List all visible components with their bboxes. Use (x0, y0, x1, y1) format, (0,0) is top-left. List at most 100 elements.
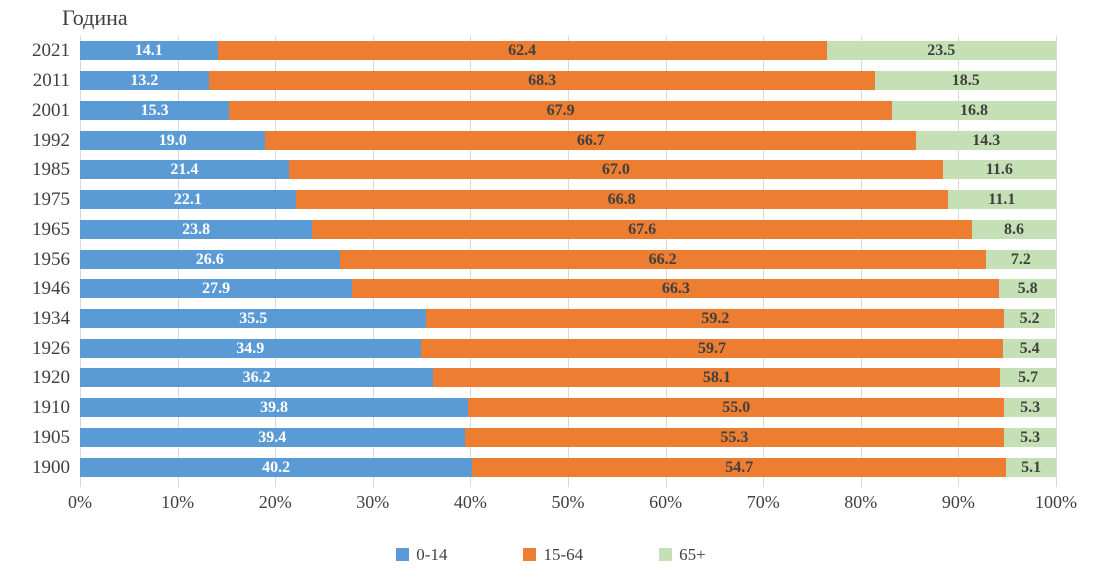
bar-row: 1946 27.9 66.3 5.8 (10, 274, 1056, 304)
bar-value-label: 39.8 (260, 399, 289, 417)
bar-segment-65+: 18.5 (875, 71, 1056, 91)
bar-value-label: 66.8 (607, 191, 636, 209)
bar-value-label: 5.4 (1019, 339, 1040, 357)
bar-segment-0-14: 40.2 (80, 457, 473, 477)
bar-value-label: 66.7 (576, 131, 605, 149)
bar-segment-15-64: 66.8 (295, 190, 948, 210)
bar-value-label: 19.0 (158, 131, 187, 149)
bar-value-label: 14.3 (972, 131, 1001, 149)
x-tick-label: 80% (844, 492, 878, 512)
bar-segment-0-14: 27.9 (80, 279, 353, 299)
x-tick-label: 90% (941, 492, 975, 512)
legend-label: 15-64 (543, 545, 584, 564)
bar-segment-65+: 16.8 (892, 100, 1056, 120)
chart-title: Година (62, 5, 128, 30)
year-label: 2011 (32, 70, 70, 92)
bar-stack: 34.9 59.7 5.4 (80, 338, 1056, 358)
bar-value-label: 5.7 (1018, 369, 1039, 387)
bar-value-label: 15.3 (140, 101, 169, 119)
bar-segment-15-64: 68.3 (208, 71, 876, 91)
bar-value-label: 11.1 (988, 191, 1016, 209)
bar-rows: 2021 14.1 62.4 23.5 2011 13.2 68.3 18.5 2001 15.3… (10, 36, 1056, 482)
bar-stack: 35.5 59.2 5.2 (80, 308, 1056, 328)
bar-segment-65+: 5.3 (1004, 398, 1056, 418)
bar-segment-0-14: 22.1 (80, 190, 296, 210)
bar-segment-0-14: 14.1 (80, 41, 218, 61)
bar-row: 1992 19.0 66.7 14.3 (10, 125, 1056, 155)
bar-row: 1965 23.8 67.6 8.6 (10, 214, 1056, 244)
bar-segment-0-14: 13.2 (80, 71, 209, 91)
bar-segment-15-64: 67.0 (288, 160, 943, 180)
legend-item-65+: 65+ (659, 546, 706, 563)
bar-segment-65+: 5.4 (1003, 338, 1056, 358)
bar-row: 1985 21.4 67.0 11.6 (10, 155, 1056, 185)
bar-value-label: 62.4 (508, 42, 537, 60)
year-label: 1910 (32, 397, 70, 419)
bar-value-label: 5.1 (1021, 458, 1042, 476)
bar-value-label: 26.6 (195, 250, 224, 268)
bar-value-label: 36.2 (242, 369, 271, 387)
bar-segment-15-64: 58.1 (433, 368, 1001, 388)
bar-segment-15-64: 59.7 (420, 338, 1004, 358)
bar-segment-0-14: 36.2 (80, 368, 434, 388)
bar-segment-65+: 11.1 (947, 190, 1056, 210)
bar-segment-0-14: 23.8 (80, 219, 313, 239)
bar-stack: 23.8 67.6 8.6 (80, 219, 1056, 239)
year-label: 1905 (32, 426, 70, 448)
bar-value-label: 5.2 (1019, 309, 1040, 327)
year-label: 1985 (32, 159, 70, 181)
bar-value-label: 54.7 (725, 458, 754, 476)
bar-stack: 22.1 66.8 11.1 (80, 190, 1056, 210)
bar-row: 2001 15.3 67.9 16.8 (10, 95, 1056, 125)
year-label: 1992 (32, 129, 70, 151)
bar-segment-15-64: 67.6 (312, 219, 973, 239)
bar-row: 1956 26.6 66.2 7.2 (10, 244, 1056, 274)
bar-segment-65+: 11.6 (942, 160, 1056, 180)
bar-stack: 26.6 66.2 7.2 (80, 249, 1056, 269)
year-label: 1900 (32, 456, 70, 478)
legend-swatch-icon (523, 548, 537, 561)
bar-stack: 39.8 55.0 5.3 (80, 398, 1056, 418)
bar-segment-15-64: 54.7 (472, 457, 1007, 477)
bar-row: 1920 36.2 58.1 5.7 (10, 363, 1056, 393)
bar-stack: 14.1 62.4 23.5 (80, 41, 1056, 61)
bar-value-label: 66.3 (661, 280, 690, 298)
bar-segment-65+: 7.2 (985, 249, 1056, 269)
bar-value-label: 67.9 (546, 101, 575, 119)
bar-segment-0-14: 39.8 (80, 398, 469, 418)
bar-segment-65+: 5.7 (1000, 368, 1056, 388)
bar-row: 1905 39.4 55.3 5.3 (10, 423, 1056, 453)
bar-segment-0-14: 26.6 (80, 249, 340, 269)
bar-segment-15-64: 67.9 (229, 100, 893, 120)
bar-row: 1926 34.9 59.7 5.4 (10, 333, 1056, 363)
bar-segment-0-14: 21.4 (80, 160, 289, 180)
bar-value-label: 58.1 (702, 369, 731, 387)
x-tick-label: 20% (258, 492, 292, 512)
bar-value-label: 23.8 (182, 220, 211, 238)
bar-value-label: 34.9 (236, 339, 265, 357)
year-label: 1920 (32, 367, 70, 389)
bar-stack: 27.9 66.3 5.8 (80, 279, 1056, 299)
bar-value-label: 55.3 (720, 428, 749, 446)
bar-segment-15-64: 66.7 (265, 130, 917, 150)
bar-value-label: 22.1 (173, 191, 202, 209)
year-label: 2001 (32, 99, 70, 121)
bar-segment-0-14: 39.4 (80, 427, 465, 447)
bar-value-label: 68.3 (528, 72, 557, 90)
legend-swatch-icon (659, 548, 673, 561)
bar-value-label: 39.4 (258, 428, 287, 446)
year-label: 1965 (32, 218, 70, 240)
bar-value-label: 66.2 (648, 250, 677, 268)
bar-value-label: 5.3 (1020, 428, 1041, 446)
x-tick-label: 70% (746, 492, 780, 512)
bar-segment-0-14: 34.9 (80, 338, 421, 358)
bar-value-label: 5.8 (1017, 280, 1038, 298)
bar-segment-15-64: 59.2 (426, 308, 1005, 328)
bar-stack: 40.2 54.7 5.1 (80, 457, 1056, 477)
year-label: 2021 (32, 40, 70, 62)
x-axis: 0% 10% 20% 30% 40% 50% 60% 70% 80% 90% 100% (68, 492, 1077, 516)
bar-row: 2011 13.2 68.3 18.5 (10, 66, 1056, 96)
x-tick-label: 60% (649, 492, 683, 512)
bar-row: 1934 35.5 59.2 5.2 (10, 304, 1056, 334)
